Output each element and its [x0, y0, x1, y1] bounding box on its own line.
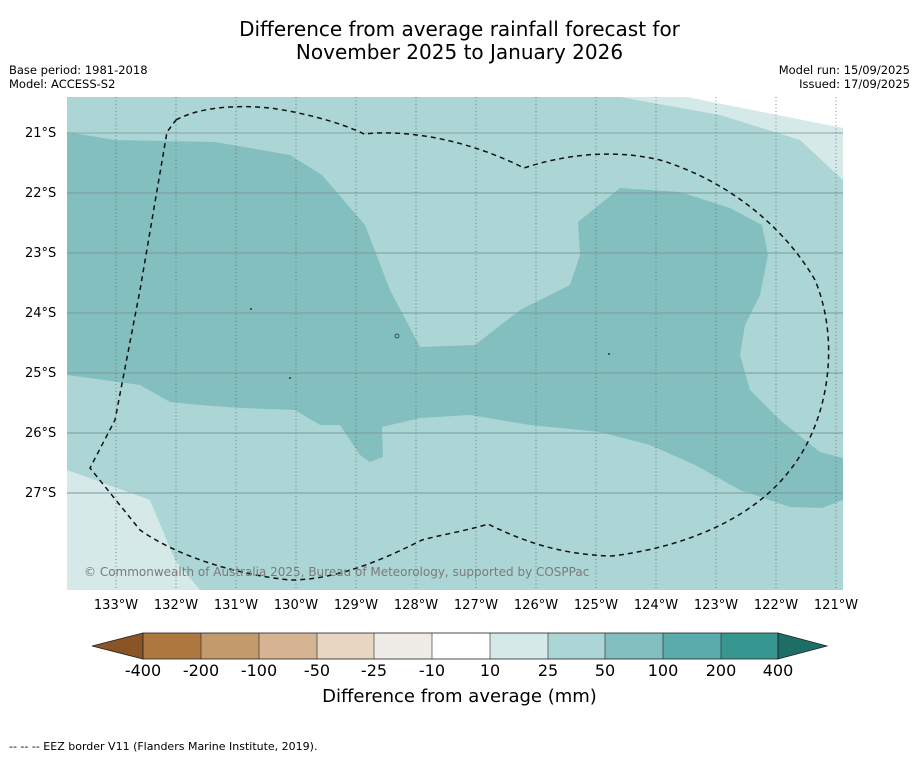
colorbar-outline	[142, 632, 779, 660]
model-run-text: Model run: 15/09/2025	[778, 63, 910, 77]
grid-lines	[67, 97, 843, 590]
lon-label-130w: 130°W	[273, 598, 319, 613]
map-title-line-1: Difference from average rainfall forecas…	[239, 17, 680, 41]
model-info: Base period: 1981-2018 Model: ACCESS-S2	[9, 63, 148, 91]
colorbar-low-arrow	[91, 632, 144, 660]
lon-label-126w: 126°W	[513, 598, 559, 613]
map-fill-layers	[67, 97, 843, 590]
lon-label-123w: 123°W	[693, 598, 739, 613]
lat-label-22s: 22°S	[25, 186, 57, 201]
colorbar-tick-label: -100	[240, 661, 278, 680]
colorbar-tick-label: 50	[594, 661, 616, 680]
colorbar-tick-label: 400	[762, 661, 794, 680]
lon-label-128w: 128°W	[393, 598, 439, 613]
issued-date-text: Issued: 17/09/2025	[799, 77, 910, 91]
lat-label-24s: 24°S	[25, 306, 57, 321]
lon-label-129w: 129°W	[333, 598, 379, 613]
band-25-50-right	[680, 500, 843, 590]
colorbar-swatch-9	[605, 633, 663, 659]
band-50-100-west	[67, 132, 843, 508]
lon-label-127w: 127°W	[453, 598, 499, 613]
colorbar-dividers	[200, 633, 722, 659]
island-markers	[250, 308, 610, 379]
colorbar-high-arrow	[777, 632, 829, 660]
colorbar-swatch-5	[374, 633, 432, 659]
lat-label-21s: 21°S	[25, 126, 57, 141]
run-info: Model run: 15/09/2025 Issued: 17/09/2025	[779, 63, 910, 91]
eez-border-legend: -- -- -- EEZ border V11 (Flanders Marine…	[9, 740, 318, 753]
colorbar-swatch-8	[548, 633, 605, 659]
lon-label-131w: 131°W	[213, 598, 259, 613]
colorbar-tick-label: -10	[418, 661, 446, 680]
colorbar-swatch-2	[201, 633, 259, 659]
map-title-line-2: November 2025 to January 2026	[295, 40, 624, 64]
colorbar-tick-label: 100	[647, 661, 679, 680]
lon-label-125w: 125°W	[573, 598, 619, 613]
colorbar-title: Difference from average (mm)	[322, 686, 597, 707]
colorbar-swatch-11	[721, 633, 778, 659]
colorbar-swatch-6	[432, 633, 490, 659]
lon-label-124w: 124°W	[633, 598, 679, 613]
colorbar-tick-label: -400	[124, 661, 162, 680]
lat-label-25s: 25°S	[25, 366, 57, 381]
lat-label-27s: 27°S	[25, 486, 57, 501]
lon-label-132w: 132°W	[153, 598, 199, 613]
colorbar-tick-label: 10	[479, 661, 501, 680]
lon-label-133w: 133°W	[93, 598, 139, 613]
colorbar-tick-label: -200	[182, 661, 220, 680]
colorbar-tick-label: 25	[537, 661, 559, 680]
base-period-text: Base period: 1981-2018	[9, 63, 148, 77]
copyright-notice: © Commonwealth of Australia 2025, Bureau…	[84, 565, 590, 579]
map-title: Difference from average rainfall forecas…	[0, 18, 919, 64]
colorbar-swatch-7	[490, 633, 548, 659]
colorbar-swatch-4	[317, 633, 374, 659]
colorbar-tick-label: 200	[705, 661, 737, 680]
colorbar-swatch-3	[259, 633, 317, 659]
colorbar-tick-label: -25	[360, 661, 388, 680]
lat-label-23s: 23°S	[25, 246, 57, 261]
model-name-text: Model: ACCESS-S2	[9, 77, 116, 91]
colorbar-swatch-1	[143, 633, 201, 659]
eez-border	[89, 105, 830, 581]
lon-label-122w: 122°W	[753, 598, 799, 613]
lat-label-26s: 26°S	[25, 426, 57, 441]
lon-label-121w: 121°W	[813, 598, 859, 613]
colorbar-swatch-10	[663, 633, 721, 659]
colorbar-tick-label: -50	[303, 661, 331, 680]
